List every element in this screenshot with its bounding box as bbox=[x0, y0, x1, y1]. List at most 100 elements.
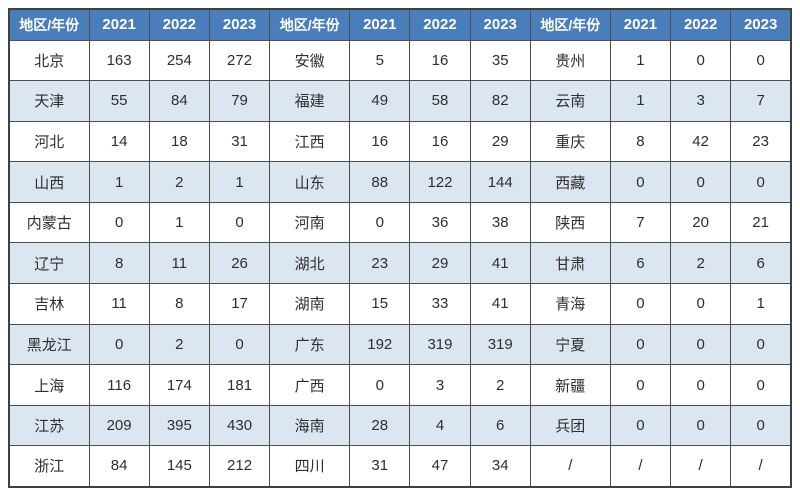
value-cell: 0 bbox=[730, 364, 792, 406]
value-cell: 47 bbox=[409, 445, 471, 488]
value-cell: 34 bbox=[469, 445, 531, 488]
region-cell: 陕西 bbox=[529, 201, 611, 244]
year-header-cell: 2022 bbox=[409, 8, 471, 41]
table-row: 黑龙江 0 2 0 广东 192 319 319 宁夏 0 0 0 bbox=[8, 323, 792, 366]
value-cell: 1 bbox=[609, 39, 672, 82]
region-cell: 新疆 bbox=[529, 364, 611, 406]
value-cell: / bbox=[670, 445, 732, 488]
value-cell: 23 bbox=[730, 120, 792, 163]
value-cell: 38 bbox=[469, 201, 531, 244]
value-cell: 88 bbox=[349, 161, 411, 203]
value-cell: 272 bbox=[208, 39, 271, 82]
table-row: 内蒙古 0 1 0 河南 0 36 38 陕西 7 20 21 bbox=[8, 201, 792, 244]
value-cell: 0 bbox=[609, 404, 672, 447]
value-cell: 42 bbox=[670, 120, 732, 163]
year-header-cell: 2023 bbox=[730, 8, 792, 41]
value-cell: 122 bbox=[409, 161, 471, 203]
value-cell: 0 bbox=[730, 161, 792, 203]
table-body: 北京 163 254 272 安徽 5 16 35 贵州 1 0 0 天津 55 84 79 福建 49 58 82 云… bbox=[8, 39, 792, 488]
table-row: 河北 14 18 31 江西 16 16 29 重庆 8 42 23 bbox=[8, 120, 792, 163]
value-cell: 6 bbox=[469, 404, 531, 447]
value-cell: 0 bbox=[609, 283, 672, 325]
value-cell: 17 bbox=[208, 283, 271, 325]
value-cell: 181 bbox=[208, 364, 271, 406]
value-cell: 0 bbox=[609, 161, 672, 203]
value-cell: 11 bbox=[148, 242, 210, 285]
table-row: 山西 1 2 1 山东 88 122 144 西藏 0 0 0 bbox=[8, 161, 792, 203]
value-cell: 1 bbox=[730, 283, 792, 325]
region-cell: 内蒙古 bbox=[8, 201, 90, 244]
value-cell: 16 bbox=[409, 39, 471, 82]
value-cell: 0 bbox=[349, 364, 411, 406]
region-cell: 四川 bbox=[269, 445, 351, 488]
value-cell: 3 bbox=[409, 364, 471, 406]
value-cell: 15 bbox=[349, 283, 411, 325]
region-year-header-cell: 地区/年份 bbox=[8, 8, 90, 41]
value-cell: 254 bbox=[148, 39, 210, 82]
table-row: 辽宁 8 11 26 湖北 23 29 41 甘肃 6 2 6 bbox=[8, 242, 792, 285]
region-cell: 广东 bbox=[269, 323, 351, 366]
value-cell: / bbox=[609, 445, 672, 488]
value-cell: 2 bbox=[469, 364, 531, 406]
value-cell: 7 bbox=[609, 201, 672, 244]
region-cell: 天津 bbox=[8, 80, 90, 122]
year-header-cell: 2021 bbox=[609, 8, 672, 41]
value-cell: 319 bbox=[409, 323, 471, 366]
region-cell: 兵团 bbox=[529, 404, 611, 447]
value-cell: 163 bbox=[88, 39, 150, 82]
year-header-cell: 2021 bbox=[88, 8, 150, 41]
value-cell: 82 bbox=[469, 80, 531, 122]
region-year-data-table: 地区/年份 2021 2022 2023 地区/年份 2021 2022 2023 地区/年份 2… bbox=[8, 8, 792, 488]
value-cell: 6 bbox=[609, 242, 672, 285]
value-cell: 2 bbox=[148, 161, 210, 203]
value-cell: 26 bbox=[208, 242, 271, 285]
value-cell: 35 bbox=[469, 39, 531, 82]
value-cell: 0 bbox=[730, 39, 792, 82]
value-cell: 79 bbox=[208, 80, 271, 122]
region-cell: 湖南 bbox=[269, 283, 351, 325]
year-header-cell: 2023 bbox=[208, 8, 271, 41]
year-header-cell: 2022 bbox=[670, 8, 732, 41]
value-cell: 14 bbox=[88, 120, 150, 163]
value-cell: 8 bbox=[88, 242, 150, 285]
region-cell: 江苏 bbox=[8, 404, 90, 447]
region-cell: 云南 bbox=[529, 80, 611, 122]
value-cell: 1 bbox=[88, 161, 150, 203]
value-cell: 2 bbox=[148, 323, 210, 366]
value-cell: 0 bbox=[609, 323, 672, 366]
value-cell: 2 bbox=[670, 242, 732, 285]
region-cell: 湖北 bbox=[269, 242, 351, 285]
region-cell: 重庆 bbox=[529, 120, 611, 163]
region-cell: 山西 bbox=[8, 161, 90, 203]
value-cell: 145 bbox=[148, 445, 210, 488]
value-cell: 116 bbox=[88, 364, 150, 406]
value-cell: 3 bbox=[670, 80, 732, 122]
year-header-cell: 2023 bbox=[469, 8, 531, 41]
region-cell: 西藏 bbox=[529, 161, 611, 203]
year-header-cell: 2022 bbox=[148, 8, 210, 41]
region-cell: 北京 bbox=[8, 39, 90, 82]
value-cell: 84 bbox=[148, 80, 210, 122]
region-cell: / bbox=[529, 445, 611, 488]
region-cell: 河北 bbox=[8, 120, 90, 163]
region-year-header-cell: 地区/年份 bbox=[529, 8, 611, 41]
table-row: 北京 163 254 272 安徽 5 16 35 贵州 1 0 0 bbox=[8, 39, 792, 82]
value-cell: 8 bbox=[148, 283, 210, 325]
value-cell: 0 bbox=[670, 323, 732, 366]
value-cell: 0 bbox=[88, 201, 150, 244]
value-cell: 319 bbox=[469, 323, 531, 366]
region-cell: 宁夏 bbox=[529, 323, 611, 366]
value-cell: 20 bbox=[670, 201, 732, 244]
value-cell: 5 bbox=[349, 39, 411, 82]
header-row: 地区/年份 2021 2022 2023 地区/年份 2021 2022 2023 地区/年份 2… bbox=[8, 8, 792, 41]
value-cell: 0 bbox=[670, 283, 732, 325]
value-cell: 0 bbox=[88, 323, 150, 366]
value-cell: 55 bbox=[88, 80, 150, 122]
region-cell: 辽宁 bbox=[8, 242, 90, 285]
value-cell: 16 bbox=[409, 120, 471, 163]
table-row: 上海 116 174 181 广西 0 3 2 新疆 0 0 0 bbox=[8, 364, 792, 406]
value-cell: 0 bbox=[670, 161, 732, 203]
region-year-header-cell: 地区/年份 bbox=[269, 8, 351, 41]
value-cell: 430 bbox=[208, 404, 271, 447]
value-cell: 0 bbox=[670, 364, 732, 406]
